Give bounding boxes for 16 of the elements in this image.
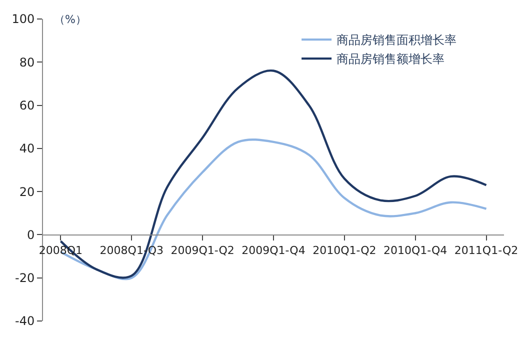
y-tick-label: -40 [14, 314, 35, 328]
x-tick-label: 2011Q1-Q2 [454, 244, 518, 257]
x-tick-label: 2009Q1-Q4 [242, 244, 306, 257]
legend-label: 商品房销售面积增长率 [336, 33, 457, 48]
y-tick-label: 20 [19, 184, 35, 199]
x-tick-label: 2010Q1-Q4 [384, 244, 448, 257]
y-tick-label: 60 [19, 98, 35, 112]
y-tick-label: 80 [19, 55, 35, 70]
y-tick-label: -20 [14, 271, 35, 286]
y-axis-title: （%） [54, 13, 86, 26]
y-tick-label: 40 [19, 142, 35, 156]
x-tick-label: 2009Q1-Q2 [170, 244, 234, 257]
y-tick-label: 0 [26, 228, 35, 242]
y-tick-label: 100 [12, 12, 35, 26]
legend-label: 商品房销售额增长率 [336, 52, 445, 66]
x-tick-label: 2010Q1-Q2 [312, 244, 376, 257]
